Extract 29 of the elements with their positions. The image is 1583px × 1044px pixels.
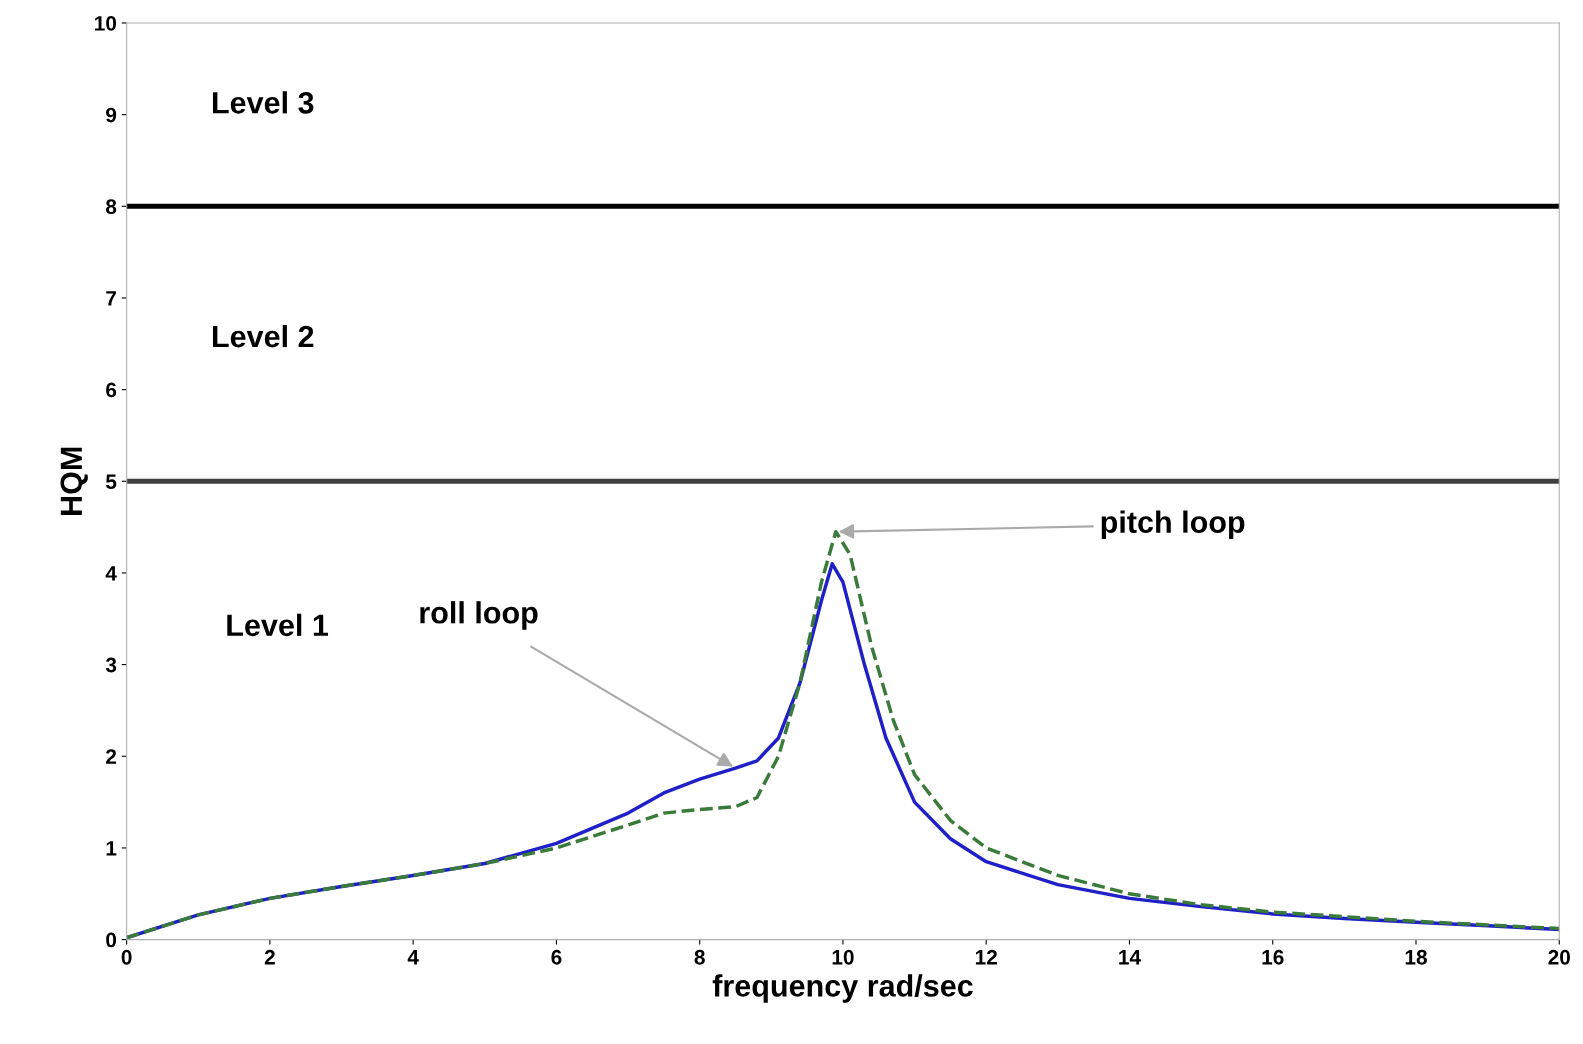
x-tick-label: 6 — [551, 949, 562, 965]
y-tick-label: 8 — [105, 199, 117, 215]
y-axis-title: HQM — [60, 447, 88, 515]
x-tick-label: 12 — [975, 949, 997, 965]
annotation: pitch loop — [1101, 510, 1245, 539]
annotation: Level 3 — [212, 91, 314, 114]
x-tick-label: 14 — [1119, 950, 1141, 965]
x-tick-label: 20 — [1548, 949, 1570, 965]
x-tick-label: 18 — [1405, 949, 1427, 965]
y-tick-label: 6 — [106, 382, 117, 398]
y-tick-label: 0 — [106, 932, 117, 948]
x-tick-label: 4 — [407, 950, 419, 965]
x-tick-label: 2 — [264, 949, 275, 965]
x-axis-title: frequency rad/sec — [712, 974, 973, 1003]
annotation: roll loop — [420, 601, 538, 630]
y-tick-label: 9 — [106, 107, 117, 123]
y-tick-label: 2 — [106, 749, 117, 764]
y-tick-label: 1 — [106, 841, 117, 856]
annotation: Level 2 — [212, 324, 314, 348]
y-tick-label: 7 — [106, 291, 116, 306]
annotation: Level 1 — [227, 613, 329, 637]
y-tick-label: 5 — [105, 474, 117, 490]
y-tick-label: 3 — [105, 657, 117, 673]
x-tick-label: 8 — [694, 949, 705, 965]
x-tick-label: 16 — [1262, 949, 1284, 965]
y-tick-label: 4 — [105, 566, 117, 581]
y-tick-label: 10 — [95, 15, 117, 31]
x-tick-label: 0 — [121, 949, 132, 965]
x-tick-label: 10 — [832, 949, 854, 965]
